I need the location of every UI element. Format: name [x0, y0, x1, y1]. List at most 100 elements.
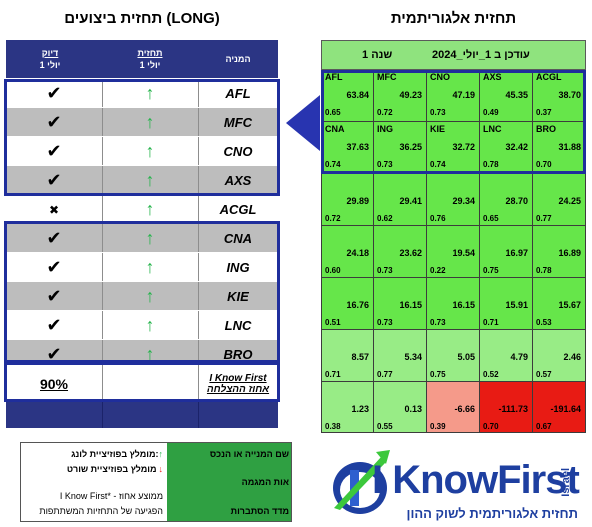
success-rate-value: 90%: [39, 376, 69, 392]
cell-signal: -191.64: [550, 404, 581, 414]
cell-predictability: 0.62: [377, 214, 393, 223]
forecast-cell: 0.13 0.55: [374, 382, 427, 433]
iknowfirst-logo: I KnowFirst Israel תחזית אלגוריתמית לשוק…: [330, 440, 590, 526]
performance-row: ✔ ↑ KIE: [6, 281, 278, 311]
cell-predictability: 0.22: [430, 266, 446, 275]
logo-israel-text: Israel: [560, 468, 572, 497]
stock-ticker: KIE: [227, 289, 249, 304]
forecast-cell: -191.64 0.67: [533, 382, 586, 433]
performance-row: ✔ ↑ LNC: [6, 310, 278, 340]
forecast-cell: 2.46 0.57: [533, 330, 586, 382]
cell-ticker: CNA: [325, 124, 345, 134]
forecast-cell: AXS 45.35 0.49: [480, 70, 533, 122]
checkmark-icon: ✔: [46, 344, 62, 364]
checkmark-icon: ✔: [46, 228, 62, 248]
cell-predictability: 0.73: [430, 108, 446, 117]
forecast-cell: 24.18 0.60: [321, 226, 374, 278]
cell-ticker: KIE: [430, 124, 446, 134]
cell-signal: -6.66: [454, 404, 475, 414]
cell-signal: 15.67: [558, 300, 581, 310]
cell-signal: -111.73: [498, 404, 528, 414]
checkmark-icon: ✔: [46, 141, 62, 161]
performance-table-footer: [6, 402, 278, 428]
cell-predictability: 0.71: [325, 370, 341, 379]
cell-signal: 49.23: [399, 90, 422, 100]
cell-predictability: 0.75: [483, 266, 499, 275]
cell-signal: 32.42: [505, 142, 528, 152]
cell-signal: 1.23: [351, 404, 369, 414]
cell-predictability: 0.55: [377, 422, 393, 431]
forecast-cell: 15.67 0.53: [533, 278, 586, 330]
cell-ticker: AFL: [325, 72, 343, 82]
stock-ticker: CNO: [223, 144, 253, 159]
checkmark-icon: ✔: [46, 257, 62, 277]
cell-signal: 19.54: [452, 248, 475, 258]
cell-signal: 32.72: [452, 142, 475, 152]
legend-predictability: מדד הסתברות: [230, 506, 289, 516]
logo-tagline: תחזית אלגוריתמית לשוק ההון: [406, 506, 578, 521]
cell-predictability: 0.52: [483, 370, 499, 379]
cell-predictability: 0.60: [325, 266, 341, 275]
forecast-cell: 19.54 0.22: [427, 226, 480, 278]
top-signals-highlight-left: [4, 79, 280, 196]
cell-predictability: 0.65: [483, 214, 499, 223]
forecast-cell: ACGL 38.70 0.37: [533, 70, 586, 122]
legend-short: מומלץ בפוזיציית שורט ↓: [66, 464, 163, 474]
cell-signal: 31.88: [558, 142, 581, 152]
cell-signal: 38.70: [558, 90, 581, 100]
cell-signal: 16.76: [346, 300, 369, 310]
stock-ticker: CNA: [223, 231, 253, 246]
cell-predictability: 0.73: [430, 318, 446, 327]
performance-table-header: דיוק 1 יולי תחזית 1 יולי המניה: [6, 40, 278, 78]
cell-ticker: BRO: [536, 124, 556, 134]
cross-icon: ✖: [48, 202, 60, 217]
cell-ticker: LNC: [483, 124, 502, 134]
cell-predictability: 0.39: [430, 422, 446, 431]
forecast-cell: 29.34 0.76: [427, 174, 480, 226]
cell-predictability: 0.49: [483, 108, 499, 117]
legend-signal-box: שם המנייה או הנכס אות המגמה מדד הסתברות: [167, 443, 291, 521]
logo-brand-text: I KnowFirst: [372, 458, 580, 502]
updated-date: עודכן ב 1_יולי_2024: [432, 49, 530, 61]
legend-asset-name: שם המנייה או הנכס: [209, 449, 289, 459]
cell-predictability: 0.74: [430, 160, 446, 169]
cell-signal: 16.89: [558, 248, 581, 258]
cell-predictability: 0.78: [483, 160, 499, 169]
forecast-cell: 5.05 0.75: [427, 330, 480, 382]
cell-signal: 15.91: [505, 300, 528, 310]
arrow-up-icon: ↑: [145, 141, 155, 161]
forecast-cell: AFL 63.84 0.65: [321, 70, 374, 122]
cell-signal: 28.70: [505, 196, 528, 206]
forecast-cell: LNC 32.42 0.78: [480, 122, 533, 174]
arrow-up-icon: ↑: [145, 257, 155, 277]
forecast-horizon: 1 שנה: [362, 49, 393, 61]
stock-column-header: המניה: [225, 54, 251, 64]
cell-signal: 29.89: [346, 196, 369, 206]
cell-predictability: 0.70: [483, 422, 499, 431]
cell-predictability: 0.73: [377, 160, 393, 169]
forecast-cell: -111.73 0.70: [480, 382, 533, 433]
arrow-up-icon: ↑: [145, 344, 155, 364]
cell-predictability: 0.51: [325, 318, 341, 327]
cell-signal: 4.79: [510, 352, 528, 362]
arrow-up-icon: ↑: [145, 228, 155, 248]
pointer-triangle-icon: [286, 95, 320, 151]
checkmark-icon: ✔: [46, 286, 62, 306]
performance-row: ✔ ↑ ING: [6, 252, 278, 282]
forecast-cell: 28.70 0.65: [480, 174, 533, 226]
left-title: תחזית ביצועים (LONG): [64, 10, 220, 27]
cell-ticker: CNO: [430, 72, 450, 82]
cell-signal: 16.15: [452, 300, 475, 310]
cell-predictability: 0.78: [536, 266, 552, 275]
cell-signal: 16.15: [399, 300, 422, 310]
legend-accuracy-line1: I Know First* - ממוצע אחוז: [59, 491, 163, 501]
cell-signal: 63.84: [346, 90, 369, 100]
forecast-cell: CNA 37.63 0.74: [321, 122, 374, 174]
forecast-cell: 24.25 0.77: [533, 174, 586, 226]
forecast-cell: 29.89 0.72: [321, 174, 374, 226]
cell-predictability: 0.73: [377, 318, 393, 327]
stock-ticker: BRO: [223, 347, 253, 362]
forecast-cell: 16.15 0.73: [427, 278, 480, 330]
success-rate-label: I Know First אחוז ההצלחה: [206, 373, 270, 395]
forecast-column-header: תחזית 1 יולי: [137, 48, 163, 70]
